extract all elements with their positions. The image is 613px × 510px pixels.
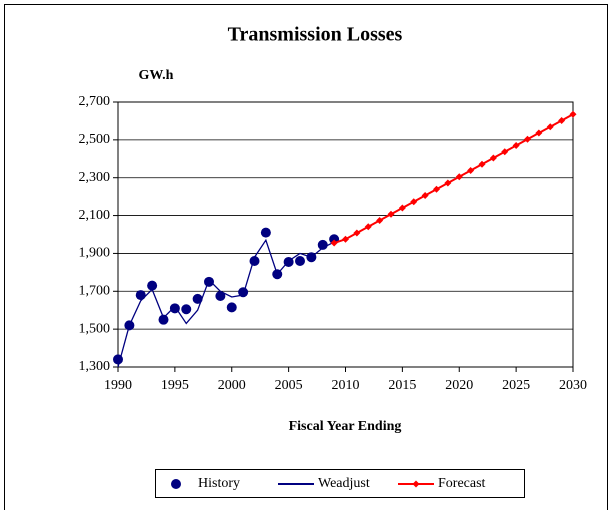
data-point [433,185,440,193]
x-tick-label: 2010 [332,378,360,393]
legend-marker [171,479,181,489]
legend-box [155,469,525,498]
data-point [192,293,203,304]
data-point [353,229,361,237]
y-axis-label: GW.h [139,68,174,83]
data-point [158,314,169,325]
data-point [204,276,214,287]
series-line [117,238,335,368]
y-tick-label: 2,500 [79,132,111,147]
data-point [558,117,566,125]
data-point [238,287,249,298]
chart-title: Transmission Losses [228,24,403,46]
data-point [524,135,531,143]
data-point [135,290,146,301]
data-point [398,204,406,212]
data-point [410,198,418,206]
data-point [421,192,429,200]
data-point [376,216,384,224]
data-point [147,280,158,291]
data-point [455,173,463,181]
x-tick-label: 2030 [559,378,587,393]
x-axis-label: Fiscal Year Ending [289,419,402,434]
data-point [546,123,554,131]
x-tick-label: 2000 [218,378,246,393]
data-point [512,142,520,150]
data-point [364,223,372,231]
data-point [295,256,305,266]
data-point [478,160,486,168]
series-line [333,113,574,244]
legend-label: Weadjust [318,476,370,491]
data-point [181,304,192,315]
x-tick-label: 2025 [502,378,530,393]
data-point [535,129,543,137]
y-tick-label: 1,300 [79,359,111,374]
data-point [330,239,338,247]
legend-label: Forecast [438,476,486,491]
data-point [215,291,226,302]
data-point [467,167,475,175]
data-point [317,239,328,250]
x-tick-label: 2020 [445,378,473,393]
y-tick-label: 1,500 [79,321,111,336]
data-point [569,110,577,118]
legend-marker [412,480,420,488]
x-tick-label: 2015 [388,378,416,393]
y-tick-label: 2,100 [79,208,111,223]
legend-label: History [198,476,240,491]
plot-frame [117,101,574,368]
data-point [489,154,497,162]
chart-border [4,4,608,510]
data-point [387,210,395,218]
x-tick-label: 1995 [161,378,189,393]
x-tick-label: 2005 [275,378,303,393]
y-tick-label: 2,700 [79,94,111,109]
y-tick-label: 1,900 [79,246,111,261]
data-point [501,148,509,156]
x-tick-label: 1990 [104,378,132,393]
y-tick-label: 1,700 [79,284,111,299]
data-point [342,235,349,243]
data-point [444,179,452,187]
data-point [260,227,271,238]
data-point [226,302,237,313]
y-tick-label: 2,300 [79,170,111,185]
